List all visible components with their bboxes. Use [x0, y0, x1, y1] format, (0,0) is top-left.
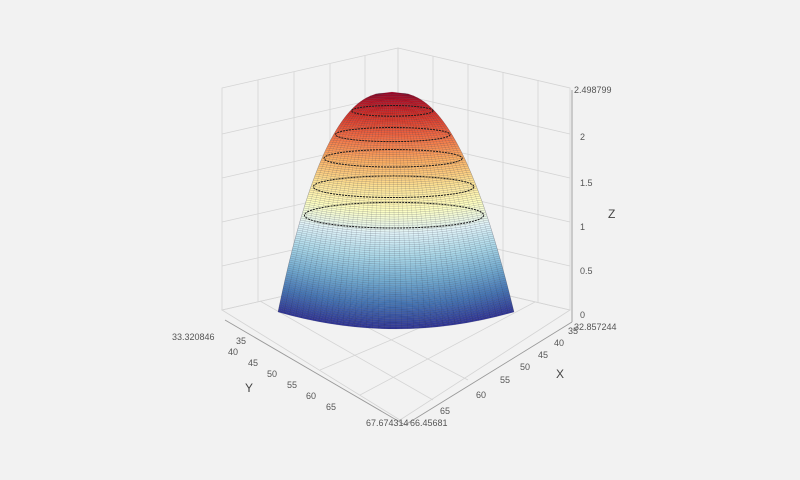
- mesh-line: [404, 92, 509, 314]
- z-tick-label: 1: [580, 222, 585, 232]
- mesh-line: [398, 92, 462, 324]
- mesh-line: [378, 93, 391, 329]
- x-tick-label: 65: [440, 406, 450, 416]
- mesh-line: [336, 93, 386, 325]
- mesh-line: [366, 93, 390, 328]
- x-axis-title: X: [556, 367, 564, 381]
- mesh-line: [372, 93, 390, 329]
- contour-line: [351, 105, 434, 117]
- mesh-line: [348, 93, 388, 327]
- surface-band: [325, 147, 461, 155]
- x-tick-label: 45: [538, 350, 548, 360]
- y-range-max-label: 67.674314: [366, 418, 409, 428]
- mesh-line: [396, 93, 438, 327]
- z-tick-label: 0.5: [580, 266, 593, 276]
- y-axis-title: Y: [245, 381, 253, 395]
- surface-band: [375, 91, 409, 95]
- z-tick-label: 1.5: [580, 178, 593, 188]
- contour-lines: [303, 105, 485, 229]
- mesh-line: [289, 92, 381, 316]
- mesh-line: [395, 93, 432, 328]
- mesh-line: [330, 92, 386, 324]
- mesh-line: [393, 93, 414, 329]
- z-axis-title: Z: [608, 207, 615, 221]
- mesh-line: [397, 93, 450, 326]
- mesh-line: [283, 92, 380, 314]
- z-tick-label: 0: [580, 310, 585, 320]
- x-tick-label: 55: [500, 375, 510, 385]
- mesh-line: [399, 92, 468, 323]
- mesh-line: [354, 93, 388, 327]
- x-tick-label: 60: [476, 390, 486, 400]
- x-range-min-label: 32.857244: [574, 322, 617, 332]
- contour-line: [312, 175, 475, 199]
- mesh-line: [394, 93, 420, 329]
- z-tick-label: 2: [580, 132, 585, 142]
- x-tick-label: 50: [520, 362, 530, 372]
- mesh-line: [360, 93, 389, 328]
- y-tick-label: 45: [248, 358, 258, 368]
- mesh-line: [400, 92, 473, 322]
- mesh-line: [404, 92, 515, 313]
- y-tick-label: 60: [306, 391, 316, 401]
- y-tick-label: 35: [236, 336, 246, 346]
- surface-mesh: [277, 91, 515, 330]
- surface-band: [321, 155, 465, 164]
- y-tick-label: 40: [228, 347, 238, 357]
- contour-line: [334, 127, 451, 143]
- y-axis-line: [224, 319, 406, 426]
- surface-band: [293, 243, 497, 259]
- mesh-line: [313, 92, 384, 321]
- contour-line: [323, 149, 463, 168]
- x-tick-label: 35: [568, 326, 578, 336]
- x-axis-line: [404, 321, 573, 426]
- grid-line: [359, 301, 536, 396]
- z-max-label: 2.498799: [574, 85, 612, 95]
- y-tick-label: 50: [267, 369, 277, 379]
- mesh-line: [394, 93, 426, 328]
- mesh-line: [389, 93, 392, 329]
- mesh-line: [391, 93, 397, 330]
- surface-band: [322, 153, 464, 162]
- y-range-min-label: 33.320846: [172, 332, 215, 342]
- mesh-line: [392, 93, 403, 330]
- mesh-line: [277, 92, 380, 313]
- mesh-line: [324, 92, 385, 323]
- mesh-line: [403, 92, 503, 316]
- mesh-line: [342, 93, 387, 326]
- y-tick-label: 55: [287, 380, 297, 390]
- x-range-max-label: 66.45681: [410, 418, 448, 428]
- mesh-line: [398, 93, 456, 325]
- surface-band: [294, 239, 496, 254]
- grid-line: [259, 300, 434, 401]
- y-tick-label: 65: [326, 402, 336, 412]
- contour-line: [303, 201, 485, 229]
- mesh-line: [319, 92, 384, 322]
- mesh-line: [400, 92, 479, 321]
- x-tick-label: 40: [554, 338, 564, 348]
- mesh-line: [383, 93, 391, 329]
- mesh-line: [393, 93, 409, 329]
- mesh-line: [396, 93, 444, 327]
